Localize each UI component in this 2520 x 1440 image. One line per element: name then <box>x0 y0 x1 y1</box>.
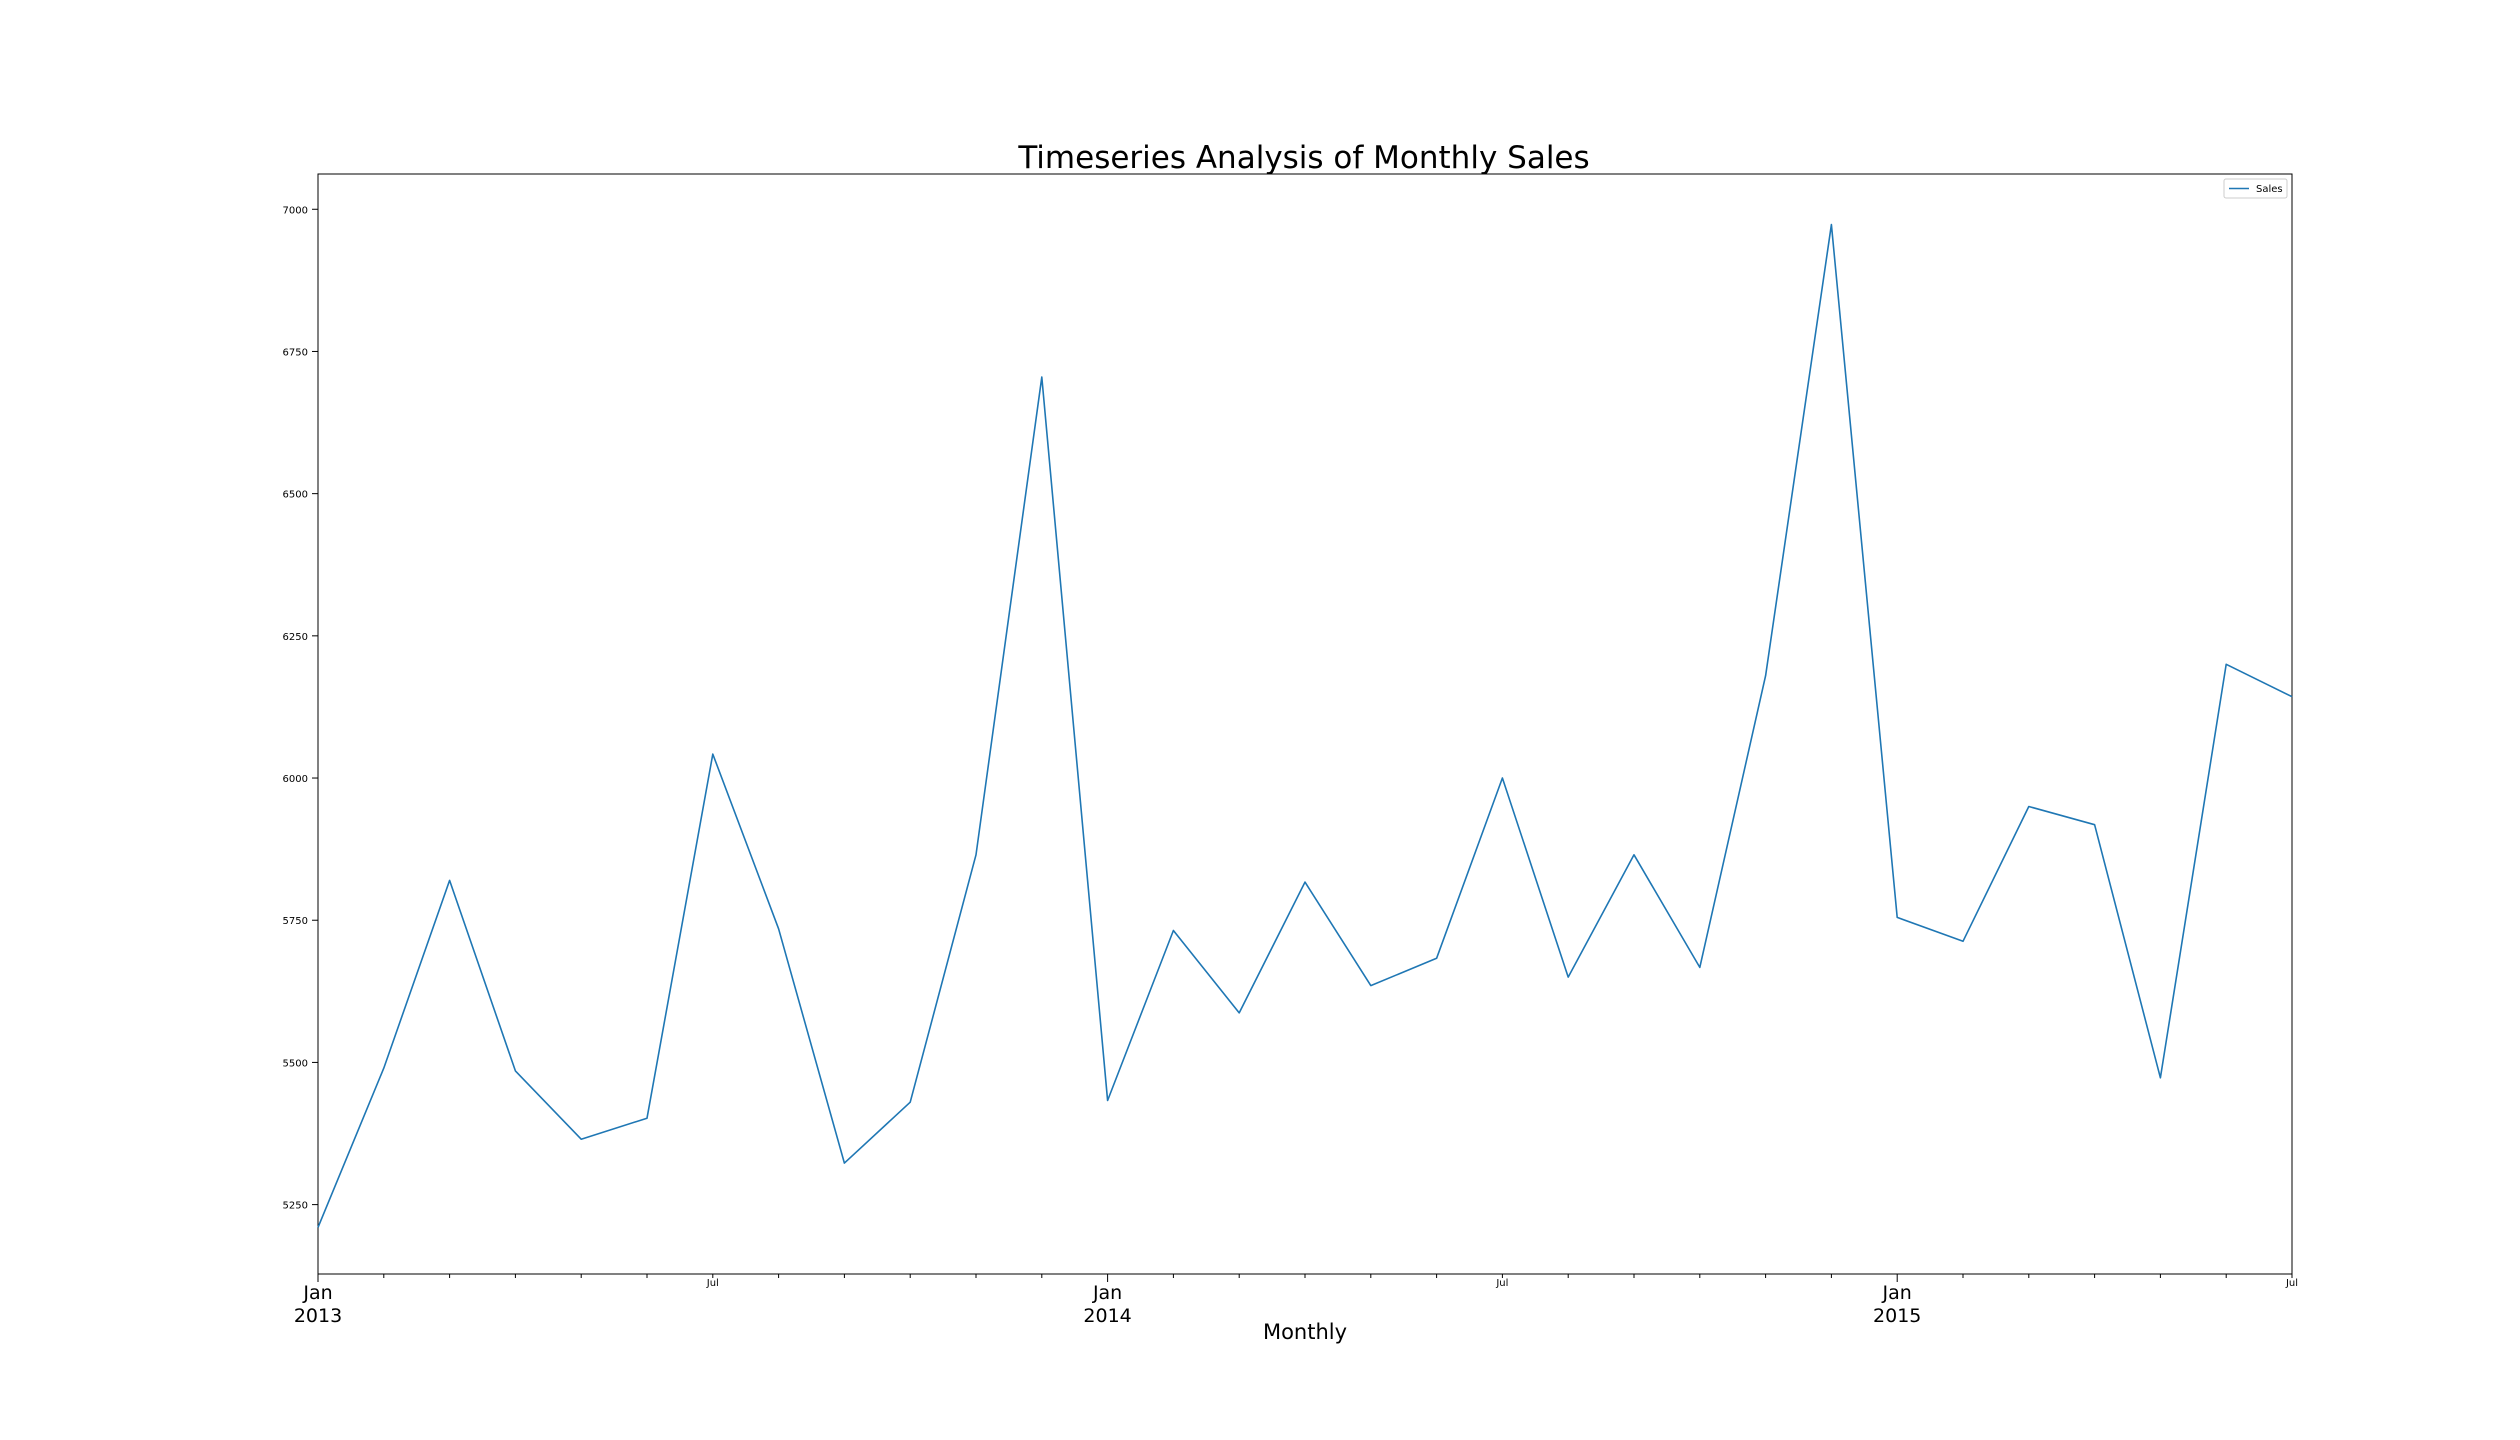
x-axis-label: Monthly <box>1263 1320 1347 1344</box>
x-tick-label-month-2014-01: Jan <box>1092 1282 1122 1304</box>
y-tick-label-7000: 7000 <box>283 205 308 216</box>
data-point-2014-03 <box>1238 1011 1241 1014</box>
data-point-2013-11 <box>975 853 978 856</box>
data-point-2013-07 <box>711 753 714 756</box>
data-point-2014-07 <box>1501 777 1504 780</box>
data-point-2014-01 <box>1106 1099 1109 1102</box>
data-point-2014-09 <box>1633 853 1636 856</box>
data-point-2014-12 <box>1830 223 1833 226</box>
x-tick-label-month-2013-07: Jul <box>706 1278 719 1289</box>
chart-title: Timeseries Analysis of Monthly Sales <box>1017 140 1589 176</box>
x-tick-label-month-2015-07: Jul <box>2285 1278 2298 1289</box>
y-tick-label-5500: 5500 <box>283 1058 308 1069</box>
data-point-2015-07 <box>2291 695 2294 698</box>
legend-box <box>2223 178 2288 199</box>
data-point-2013-03 <box>448 879 451 882</box>
data-point-2015-02 <box>1962 940 1965 943</box>
data-point-2014-10 <box>1698 966 1701 969</box>
x-tick-label-year-2015-01: 2015 <box>1873 1305 1921 1327</box>
data-point-2014-02 <box>1172 929 1175 932</box>
data-point-2013-04 <box>514 1069 517 1072</box>
legend: Sales <box>2223 178 2288 199</box>
data-point-2013-02 <box>382 1067 385 1070</box>
data-point-2013-12 <box>1040 376 1043 379</box>
data-point-2014-04 <box>1304 881 1307 884</box>
data-point-2013-05 <box>580 1138 583 1141</box>
data-point-2013-10 <box>909 1101 912 1104</box>
data-point-2015-05 <box>2159 1076 2162 1079</box>
y-tick-label-6500: 6500 <box>283 490 308 501</box>
x-tick-label-month-2013-01: Jan <box>302 1282 332 1304</box>
y-tick-label-6250: 6250 <box>283 632 308 643</box>
x-tick-label-month-2014-07: Jul <box>1495 1278 1508 1289</box>
y-tick-label-6000: 6000 <box>283 774 308 785</box>
y-axis: 5250 5500 5750 6000 6250 6500 6750 7000 <box>283 205 318 1212</box>
plot-frame <box>317 173 2293 1275</box>
x-tick-label-month-2015-01: Jan <box>1882 1282 1912 1304</box>
legend-label-sales: Sales <box>2256 184 2283 195</box>
y-tick-label-6750: 6750 <box>283 347 308 358</box>
data-point-2015-06 <box>2225 663 2228 666</box>
plot-area <box>317 173 2293 1275</box>
x-tick-label-year-2013-01: 2013 <box>294 1305 342 1327</box>
x-tick-label-year-2014-01: 2014 <box>1083 1305 1131 1327</box>
y-tick-label-5250: 5250 <box>283 1201 308 1212</box>
data-point-2013-08 <box>777 927 780 930</box>
data-point-2014-05 <box>1369 984 1372 987</box>
data-point-2013-06 <box>646 1117 649 1120</box>
data-point-2013-09 <box>843 1162 846 1165</box>
series-line-sales <box>317 223 2293 1228</box>
data-point-2014-11 <box>1764 674 1767 677</box>
series-points-sales <box>317 223 2294 1229</box>
data-point-2014-08 <box>1567 976 1570 979</box>
data-point-2015-03 <box>2027 805 2030 808</box>
data-point-2013-01 <box>317 1226 320 1229</box>
data-point-2015-01 <box>1896 916 1899 919</box>
data-point-2015-04 <box>2093 823 2096 826</box>
y-tick-label-5750: 5750 <box>283 916 308 927</box>
data-point-2014-06 <box>1435 957 1438 960</box>
